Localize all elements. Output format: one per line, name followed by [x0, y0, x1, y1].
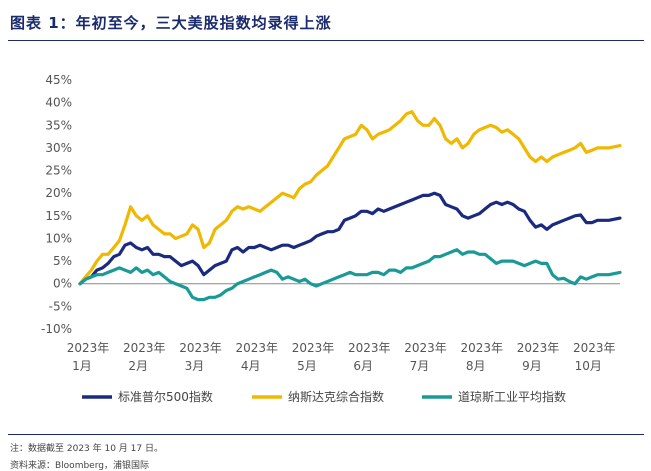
x-tick-label-month: 2月	[128, 359, 148, 373]
x-tick-label-month: 4月	[241, 359, 261, 373]
x-tick-label-year: 2023年	[67, 341, 110, 355]
chart-title: 图表 1：年初至今，三大美股指数均录得上涨	[10, 14, 332, 32]
x-tick-label-month: 5月	[297, 359, 317, 373]
footer-divider	[8, 434, 644, 435]
y-tick-label: -5%	[49, 299, 72, 313]
x-tick-label-month: 9月	[522, 359, 542, 373]
x-tick-label-year: 2023年	[460, 341, 503, 355]
y-axis-ticks: -10% -5% 0% 5% 10% 15% 20% 25% 30% 35% 40% 45%	[41, 73, 72, 336]
x-tick-label-year: 2023年	[235, 341, 278, 355]
series-line-0	[78, 191, 622, 286]
series-line-2	[78, 248, 622, 302]
y-tick-label: -10%	[41, 322, 72, 336]
x-tick-label-month: 8月	[466, 359, 486, 373]
x-tick-label-year: 2023年	[517, 341, 560, 355]
series-line-1	[78, 110, 622, 286]
legend-label: 道琼斯工业平均指数	[458, 389, 566, 404]
source-note: 资料来源：Bloomberg，浦银国际	[10, 461, 149, 471]
y-tick-label: 25%	[45, 164, 72, 178]
legend-label: 纳斯达克综合指数	[288, 389, 384, 404]
legend-label: 标准普尔500指数	[118, 389, 213, 404]
series-lines	[78, 110, 622, 302]
y-tick-label: 30%	[45, 141, 72, 155]
x-tick-label-year: 2023年	[179, 341, 222, 355]
x-tick-label-year: 2023年	[292, 341, 335, 355]
y-tick-label: 40%	[45, 96, 72, 110]
y-tick-label: 10%	[45, 231, 72, 245]
footnote: 注：数据截至 2023 年 10 月 17 日。	[10, 444, 163, 454]
y-tick-label: 0%	[53, 277, 72, 291]
x-tick-label-month: 3月	[185, 359, 205, 373]
title-underline	[8, 40, 644, 41]
x-tick-label-year: 2023年	[123, 341, 166, 355]
x-tick-label-month: 6月	[353, 359, 373, 373]
x-tick-label-year: 2023年	[573, 341, 616, 355]
x-tick-label-month: 1月	[72, 359, 92, 373]
y-tick-label: 45%	[45, 73, 72, 87]
legend: 标准普尔500指数 纳斯达克综合指数 道琼斯工业平均指数	[82, 389, 566, 404]
x-tick-label-month: 10月	[575, 359, 602, 373]
y-tick-label: 5%	[53, 254, 72, 268]
y-tick-label: 35%	[45, 118, 72, 132]
x-tick-label-year: 2023年	[348, 341, 391, 355]
x-tick-label-year: 2023年	[404, 341, 447, 355]
x-tick-label-month: 7月	[410, 359, 430, 373]
x-axis-ticks: 2023年 1月 2023年 2月 2023年 3月 2023年 4月 2023年 5月 2023年…	[67, 341, 616, 373]
line-chart: -10% -5% 0% 5% 10% 15% 20% 25% 30% 35% 40% 45% 2023…	[41, 73, 622, 404]
y-tick-label: 15%	[45, 209, 72, 223]
y-tick-label: 20%	[45, 186, 72, 200]
